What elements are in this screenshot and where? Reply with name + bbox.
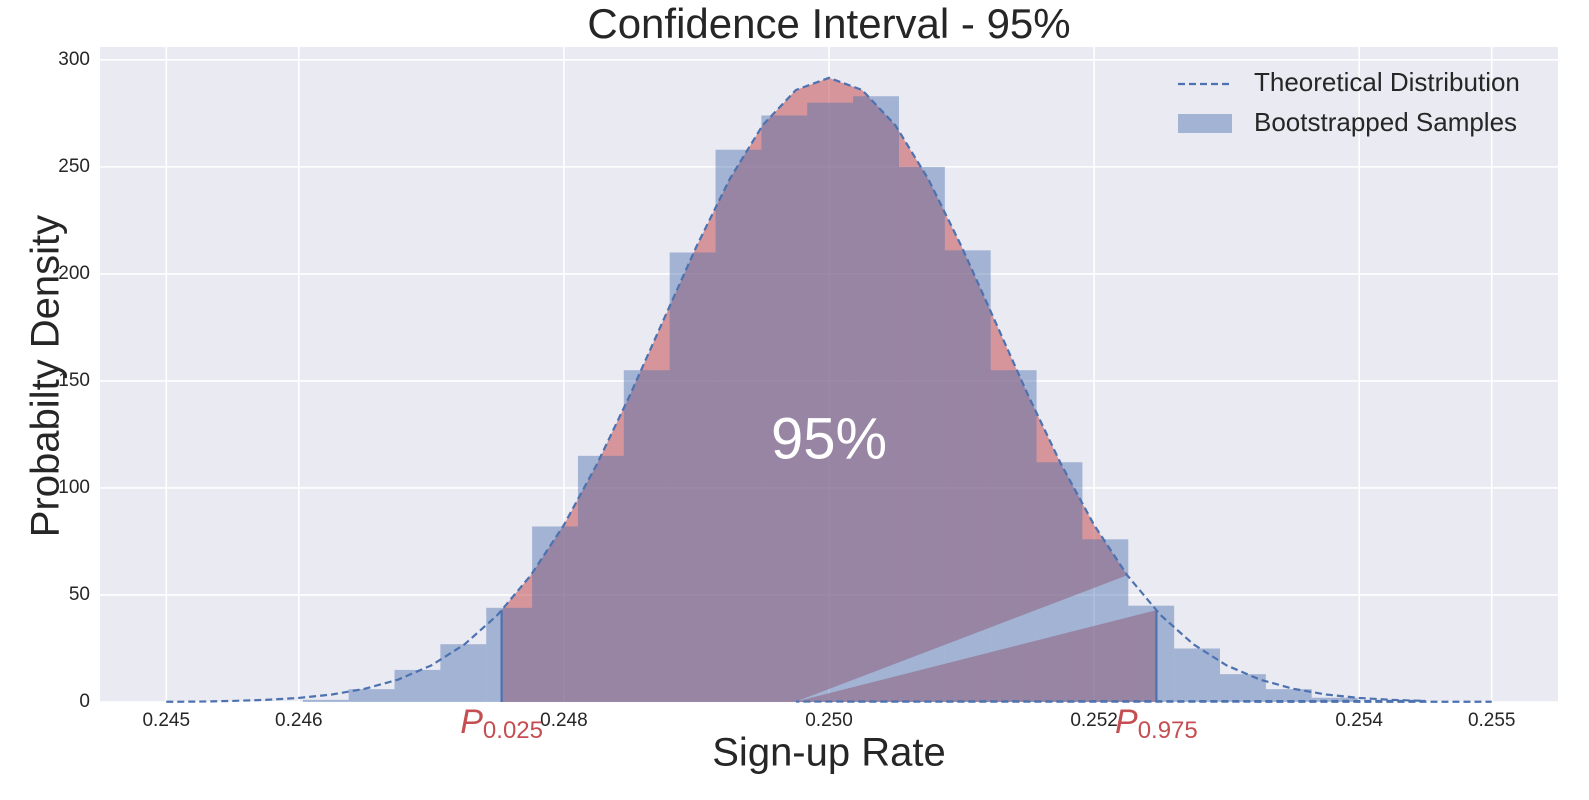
x-tick-label: 0.254 (1335, 710, 1383, 731)
y-tick-label: 0 (79, 691, 90, 712)
bound-label-subscript: 0.975 (1138, 717, 1198, 744)
histogram-bar (898, 166, 945, 703)
histogram-bar (807, 102, 854, 703)
histogram-bar (302, 699, 349, 702)
histogram-bar (577, 455, 624, 702)
histogram-bar (1082, 539, 1129, 702)
bound-label: P0.975 (1115, 703, 1198, 744)
x-tick-label: 0.248 (540, 710, 588, 731)
bound-label: P0.025 (460, 703, 543, 744)
histogram-bar (486, 607, 533, 702)
legend-swatch (1178, 114, 1232, 133)
histogram-bar (944, 250, 991, 702)
y-tick-label: 200 (58, 263, 90, 284)
y-tick-label: 100 (58, 477, 90, 498)
x-tick-label: 0.252 (1070, 710, 1118, 731)
y-tick-label: 250 (58, 156, 90, 177)
histogram-bar (440, 644, 487, 702)
interval-area (501, 77, 1157, 702)
y-tick-label: 300 (58, 49, 90, 70)
histogram-bar (1220, 674, 1266, 702)
histogram-bar (623, 370, 670, 702)
histogram-bar (394, 669, 441, 702)
histogram-bar (532, 526, 578, 702)
interval-label: 95% (771, 406, 887, 471)
histogram-bar (715, 149, 762, 702)
bound-label-subscript: 0.025 (483, 717, 543, 744)
histogram-bar (853, 96, 899, 702)
histogram-bar (761, 115, 808, 703)
histogram-bar (669, 252, 716, 703)
x-tick-label: 0.250 (805, 710, 853, 731)
y-tick-label: 150 (58, 370, 90, 391)
histogram-bar (1128, 605, 1175, 702)
histogram-bar (990, 370, 1037, 702)
x-tick-label: 0.255 (1468, 710, 1516, 731)
chart-title: Confidence Interval - 95% (587, 0, 1070, 47)
histogram-bar (1311, 697, 1358, 702)
legend-label: Bootstrapped Samples (1254, 107, 1517, 137)
histogram-bar (348, 689, 395, 702)
bound-label-symbol: P (460, 703, 483, 741)
y-axis-label: Probabilty Density (24, 215, 68, 537)
x-tick-label: 0.246 (275, 710, 323, 731)
histogram-bar (1036, 462, 1083, 702)
histogram-bar (1265, 689, 1312, 702)
x-axis-label: Sign-up Rate (712, 731, 945, 775)
legend-label: Theoretical Distribution (1254, 67, 1520, 97)
x-tick-label: 0.245 (142, 710, 190, 731)
theoretical-curve (166, 76, 1492, 703)
y-tick-label: 50 (69, 584, 90, 605)
bound-label-symbol: P (1115, 703, 1138, 741)
